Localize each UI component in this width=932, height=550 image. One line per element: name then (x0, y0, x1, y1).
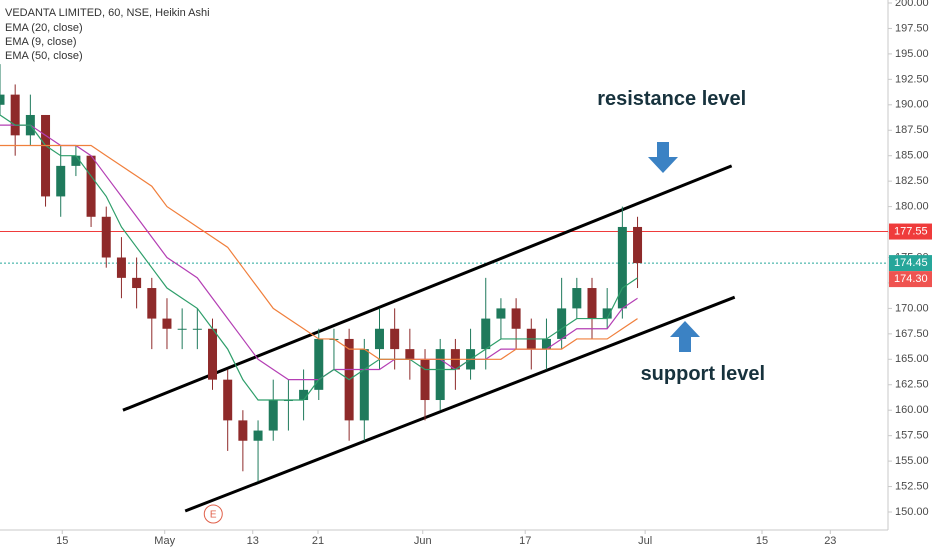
price-label: 174.30 (894, 273, 928, 285)
candle-body (56, 165, 66, 197)
ema-line (0, 144, 638, 360)
candle-body (0, 94, 5, 105)
x-tick-label: 23 (824, 535, 836, 547)
y-tick-label: 162.50 (895, 379, 929, 391)
candle-body (208, 328, 218, 380)
candle-body (602, 308, 612, 319)
y-tick-label: 165.00 (895, 353, 929, 365)
price-label-box (889, 271, 932, 288)
arrow-up (670, 321, 700, 352)
candle-body (572, 288, 582, 309)
legend-entry: EMA (50, close) (5, 50, 83, 62)
candle-body (223, 379, 233, 421)
y-tick-label: 190.00 (895, 99, 929, 111)
trendline (122, 164, 733, 412)
candle-body (420, 359, 430, 401)
annotation: resistance level (597, 88, 746, 110)
x-tick-label: 15 (756, 535, 768, 547)
x-tick-label: 13 (247, 535, 259, 547)
price-label: 177.55 (894, 225, 928, 237)
ema-line (0, 114, 638, 401)
price-label: 174.45 (894, 257, 928, 269)
y-tick-label: 180.00 (895, 201, 929, 213)
y-tick-label: 200.00 (895, 0, 929, 9)
candle-body (116, 257, 126, 278)
y-tick-label: 197.50 (895, 22, 929, 34)
x-tick-label: 17 (519, 535, 531, 547)
candle-body (147, 288, 157, 319)
candle-body (496, 308, 506, 319)
candle-body (177, 328, 187, 330)
candle-body (481, 318, 491, 350)
event-marker-label: E (210, 510, 217, 521)
x-tick-label: Jul (638, 535, 652, 547)
x-tick-label: May (154, 535, 175, 547)
candle-body (101, 216, 111, 258)
candle-body (86, 155, 96, 217)
candle-body (253, 430, 263, 441)
y-tick-label: 150.00 (895, 506, 929, 518)
y-tick-label: 160.00 (895, 404, 929, 416)
y-tick-label: 182.50 (895, 175, 929, 187)
candle-body (314, 338, 324, 390)
y-tick-label: 185.00 (895, 150, 929, 162)
candle-body (132, 277, 142, 289)
candle-body (192, 328, 202, 330)
y-tick-label: 170.00 (895, 302, 929, 314)
candle-body (359, 349, 369, 421)
candle-body (557, 308, 567, 339)
legend-entry: EMA (9, close) (5, 36, 77, 48)
candle-body (511, 308, 521, 329)
annotation: support level (641, 363, 765, 385)
candle-body (162, 318, 172, 329)
candle-body (299, 389, 309, 401)
x-tick-label: Jun (414, 535, 432, 547)
price-label-box (889, 223, 932, 240)
trendline (184, 295, 736, 513)
candle-body (405, 349, 415, 360)
candle-body (435, 349, 445, 401)
arrow-down (648, 142, 678, 173)
candle-body (71, 155, 81, 166)
y-tick-label: 152.50 (895, 480, 929, 492)
y-tick-label: 187.50 (895, 124, 929, 136)
candle-body (541, 338, 551, 350)
y-tick-label: 155.00 (895, 455, 929, 467)
candle-body (633, 226, 643, 264)
y-tick-label: 195.00 (895, 48, 929, 60)
candle-body (587, 288, 597, 319)
y-tick-label: 167.50 (895, 328, 929, 340)
price-label-box (889, 255, 932, 272)
y-tick-label: 192.50 (895, 73, 929, 85)
candle-body (238, 420, 248, 441)
candle-body (617, 226, 627, 309)
candle-body (268, 400, 278, 431)
candle-body (10, 94, 20, 136)
legend-entry: EMA (20, close) (5, 22, 83, 34)
candle-body (41, 114, 51, 197)
x-tick-label: 21 (312, 535, 324, 547)
y-tick-label: 157.50 (895, 430, 929, 442)
x-tick-label: 15 (56, 535, 68, 547)
candle-body (374, 328, 384, 350)
event-marker (203, 504, 223, 524)
candle-body (390, 328, 400, 350)
chart-title: VEDANTA LIMITED, 60, NSE, Heikin Ashi (5, 7, 210, 19)
